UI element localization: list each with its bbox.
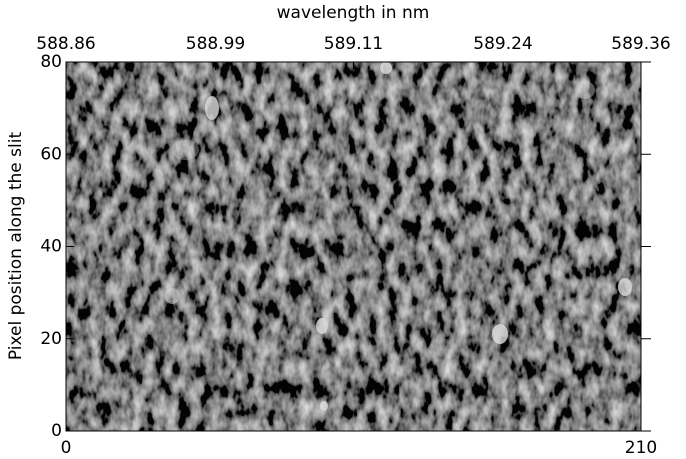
heatmap-image [66,62,641,431]
x2-tick-label: 589.11 [324,34,383,54]
x-tick-label: 210 [625,438,657,458]
x-tick-label: 0 [61,438,72,458]
chart: wavelength in nm Pixel position along th… [0,0,686,459]
x2-tick-label: 589.36 [611,34,670,54]
y-tick-label: 20 [40,329,62,349]
x2-tick-label: 589.24 [473,34,532,54]
x2-tick-label: 588.99 [186,34,245,54]
y-tick-label: 40 [40,237,62,257]
x2-tick-label: 588.86 [36,34,95,54]
y-tick-label: 80 [40,52,62,72]
y-tick-label: 60 [40,144,62,164]
y-axis-title: Pixel position along the slit [6,132,26,361]
y-tick-label: 0 [51,421,62,441]
x2-axis-title: wavelength in nm [277,3,430,23]
